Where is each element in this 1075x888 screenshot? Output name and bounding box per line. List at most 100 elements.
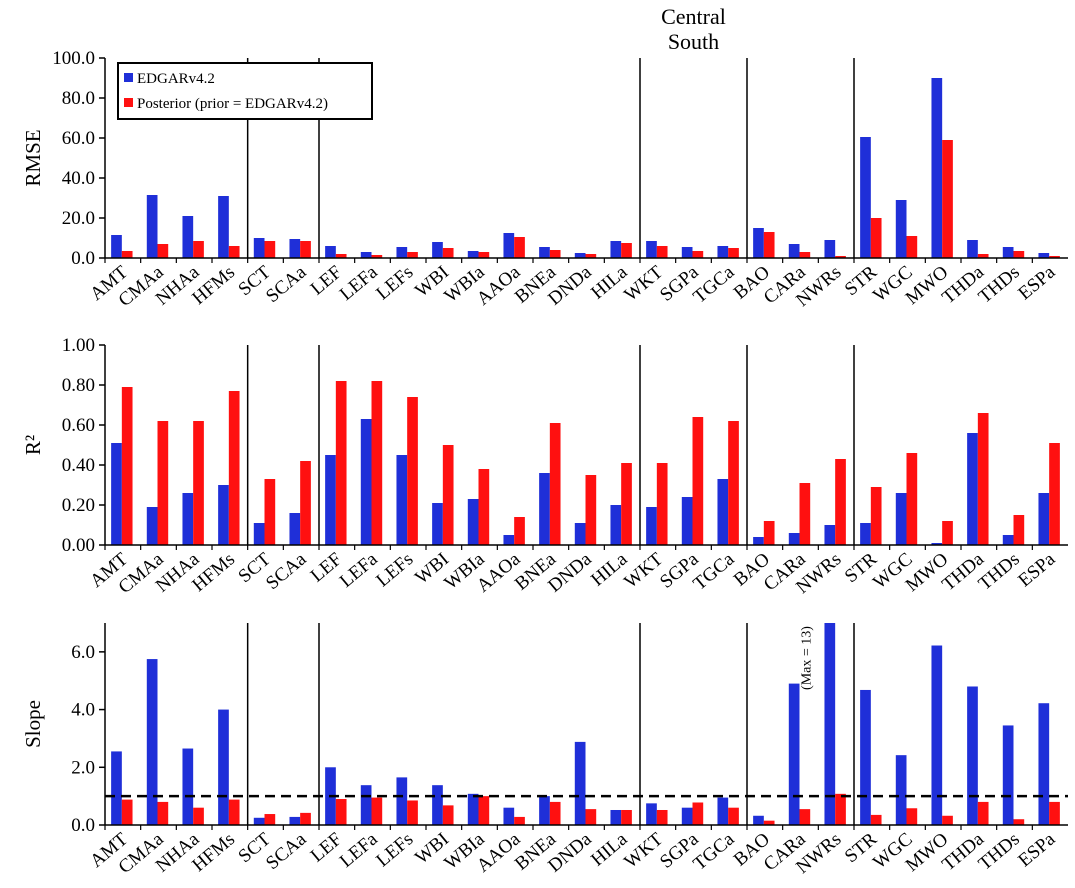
x-tick-label: THDs (975, 829, 1024, 875)
bar (253, 238, 265, 258)
bar (478, 796, 490, 825)
bar (193, 241, 204, 258)
y-tick-label: 2.0 (71, 757, 95, 778)
bar (824, 525, 836, 545)
legend-swatch (124, 73, 133, 82)
bar (146, 507, 158, 545)
x-tick-label: HILa (587, 548, 632, 590)
bar (396, 777, 408, 825)
bar (478, 469, 490, 545)
bar (610, 241, 622, 258)
bar (942, 140, 953, 258)
y-tick-label: 1.00 (62, 335, 95, 356)
bar (788, 244, 800, 258)
bar (1002, 535, 1014, 545)
bar (432, 503, 443, 545)
bar (717, 479, 729, 545)
bar (121, 387, 133, 545)
bar (799, 483, 811, 545)
bar (895, 200, 907, 258)
bar (753, 815, 764, 825)
bar (432, 242, 443, 258)
bar (442, 248, 454, 258)
x-tick-label: TGCa (689, 828, 739, 874)
bar (228, 799, 240, 825)
bar (692, 802, 704, 825)
y-tick-label: 100.0 (52, 48, 95, 69)
x-tick-label: MWO (902, 549, 953, 596)
x-tick-label: LEFs (372, 549, 417, 592)
bar (788, 683, 800, 825)
bar (763, 820, 775, 825)
bar (656, 463, 668, 545)
y-tick-label: 0.60 (62, 415, 95, 436)
x-tick-label: THDa (938, 548, 988, 595)
bar (656, 246, 668, 258)
bar (824, 623, 836, 825)
x-tick-label: MWO (902, 829, 953, 876)
x-tick-label: HFMs (188, 262, 239, 309)
y-tick-label: 20.0 (62, 208, 95, 229)
annotation: (Max = 13) (800, 626, 815, 690)
y-tick-label: 6.0 (71, 642, 95, 663)
bar (1002, 247, 1014, 258)
bar (549, 801, 561, 825)
x-tick-label: WKT (620, 261, 667, 305)
bar (289, 239, 301, 258)
x-tick-label: SCAa (262, 828, 311, 874)
x-tick-label: TGCa (689, 261, 739, 307)
bar (1038, 493, 1050, 545)
x-tick-label: LEFa (336, 548, 382, 592)
x-tick-label: SCAa (262, 261, 311, 307)
x-tick-label: THDs (975, 262, 1024, 308)
bar (931, 78, 943, 258)
x-tick-label: THDa (938, 828, 988, 875)
bar (514, 517, 525, 545)
bar (467, 251, 479, 258)
bar (264, 241, 276, 258)
bar (585, 254, 597, 258)
bar (121, 251, 133, 258)
bar (967, 433, 978, 545)
bar (692, 251, 704, 258)
bar (728, 421, 739, 545)
x-tick-label: THDa (938, 261, 988, 308)
bar (325, 455, 336, 545)
bar (228, 246, 240, 258)
bar (1049, 256, 1060, 258)
bar (407, 800, 418, 825)
bar (335, 799, 347, 825)
bar (514, 237, 525, 258)
bar (218, 485, 229, 545)
bar (942, 521, 953, 545)
bar (539, 473, 550, 545)
bar (656, 809, 668, 825)
bar (1049, 443, 1060, 545)
bar (549, 423, 561, 545)
bar (300, 241, 311, 258)
bar (799, 252, 811, 258)
bar (157, 801, 169, 825)
bar (835, 256, 846, 258)
bar (442, 445, 454, 545)
bar (360, 785, 372, 825)
bar (289, 816, 301, 825)
bar (360, 419, 372, 545)
bar (906, 236, 918, 258)
legend-swatch (124, 98, 133, 107)
bar (396, 247, 408, 258)
bar (610, 809, 622, 825)
bar (111, 443, 122, 545)
bar (325, 246, 336, 258)
bar (860, 523, 871, 545)
bar (407, 397, 418, 545)
bar (967, 686, 978, 825)
bar (182, 216, 194, 258)
x-tick-label: THDs (975, 549, 1024, 595)
y-tick-label: 0.0 (71, 815, 95, 836)
bar (942, 815, 953, 825)
bar (977, 254, 989, 258)
bar (253, 523, 265, 545)
legend-box (117, 62, 373, 120)
